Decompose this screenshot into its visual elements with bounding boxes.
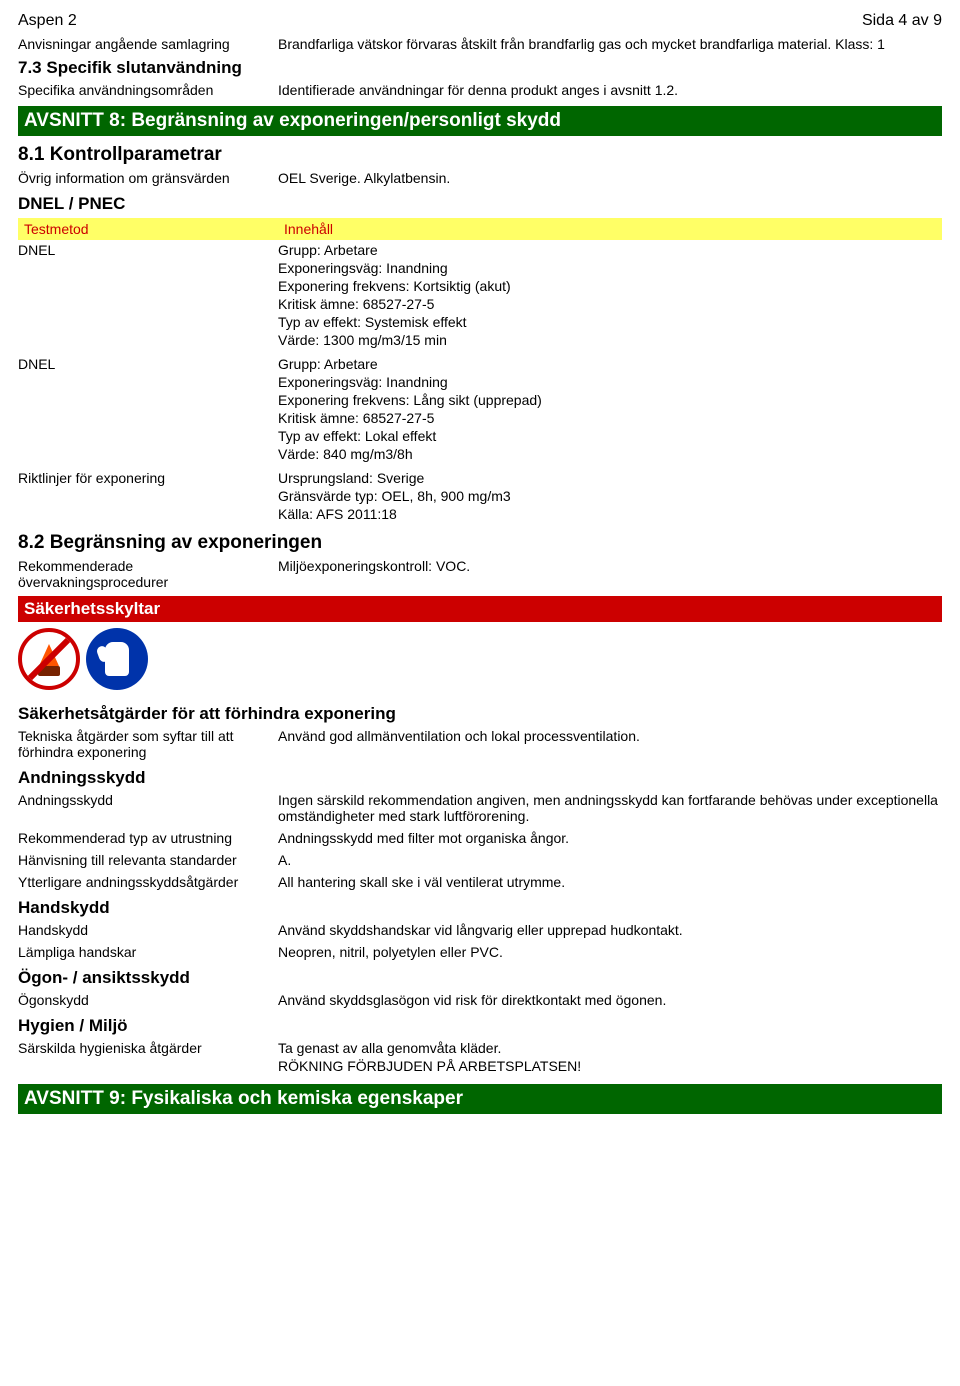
sec-8-2-heading: 8.2 Begränsning av exponeringen: [18, 532, 942, 554]
respiratory-row-2: Rekommenderad typ av utrustning Andnings…: [18, 830, 942, 846]
respiratory-1-label: Andningsskydd: [18, 792, 278, 824]
dnel-1-line: Kritisk ämne: 68527-27-5: [278, 296, 942, 312]
respiratory-row-1: Andningsskydd Ingen särskild rekommendat…: [18, 792, 942, 824]
limits-value: OEL Sverige. Alkylatbensin.: [278, 170, 942, 186]
monitoring-value: Miljöexponeringskontroll: VOC.: [278, 558, 942, 590]
testmethod-label: Testmetod: [24, 221, 284, 237]
dnel-row-2: DNEL Grupp: Arbetare Exponeringsväg: Ina…: [18, 356, 942, 464]
dnel-pnec-heading: DNEL / PNEC: [18, 194, 942, 214]
dnel-1-value: Grupp: Arbetare Exponeringsväg: Inandnin…: [278, 242, 942, 350]
sec-7-3-heading: 7.3 Specifik slutanvändning: [18, 58, 942, 78]
section-8-banner: AVSNITT 8: Begränsning av exponeringen/p…: [18, 106, 942, 136]
hygiene-value: Ta genast av alla genomvåta kläder. RÖKN…: [278, 1040, 942, 1076]
hands-heading: Handskydd: [18, 898, 942, 918]
dnel-1-label: DNEL: [18, 242, 278, 350]
guidelines-value: Ursprungsland: Sverige Gränsvärde typ: O…: [278, 470, 942, 524]
monitoring-label: Rekommenderade övervakningsprocedurer: [18, 558, 278, 590]
hands-1-value: Använd skyddshandskar vid långvarig elle…: [278, 922, 942, 938]
dnel-2-line: Typ av effekt: Lokal effekt: [278, 428, 942, 444]
hygiene-line: Ta genast av alla genomvåta kläder.: [278, 1040, 942, 1056]
sec-7-3-row: Specifika användningsområden Identifiera…: [18, 82, 942, 98]
storage-label: Anvisningar angående samlagring: [18, 36, 278, 52]
sec-7-3-value: Identifierade användningar för denna pro…: [278, 82, 942, 98]
dnel-2-label: DNEL: [18, 356, 278, 464]
respiratory-3-value: A.: [278, 852, 942, 868]
respiratory-2-label: Rekommenderad typ av utrustning: [18, 830, 278, 846]
product-name: Aspen 2: [18, 12, 77, 30]
prevent-heading: Säkerhetsåtgärder för att förhindra expo…: [18, 704, 942, 724]
hands-2-label: Lämpliga handskar: [18, 944, 278, 960]
monitoring-row: Rekommenderade övervakningsprocedurer Mi…: [18, 558, 942, 590]
page-root: Aspen 2 Sida 4 av 9 Anvisningar angående…: [0, 0, 960, 1152]
storage-row: Anvisningar angående samlagring Brandfar…: [18, 36, 942, 52]
respiratory-heading: Andningsskydd: [18, 768, 942, 788]
limits-label: Övrig information om gränsvärden: [18, 170, 278, 186]
guidelines-label: Riktlinjer för exponering: [18, 470, 278, 524]
testmethod-header-row: Testmetod Innehåll: [18, 218, 942, 240]
eyes-value: Använd skyddsglasögon vid risk för direk…: [278, 992, 942, 1008]
dnel-2-value: Grupp: Arbetare Exponeringsväg: Inandnin…: [278, 356, 942, 464]
respiratory-row-4: Ytterligare andningsskyddsåtgärder All h…: [18, 874, 942, 890]
page-header: Aspen 2 Sida 4 av 9: [18, 12, 942, 30]
hands-2-value: Neopren, nitril, polyetylen eller PVC.: [278, 944, 942, 960]
sec-7-3-label: Specifika användningsområden: [18, 82, 278, 98]
hands-row-2: Lämpliga handskar Neopren, nitril, polye…: [18, 944, 942, 960]
guidelines-line: Ursprungsland: Sverige: [278, 470, 942, 486]
glove-shape-icon: [105, 642, 129, 676]
hygiene-row: Särskilda hygieniska åtgärder Ta genast …: [18, 1040, 942, 1076]
hygiene-heading: Hygien / Miljö: [18, 1016, 942, 1036]
dnel-1-line: Värde: 1300 mg/m3/15 min: [278, 332, 942, 348]
flame-icon: [39, 644, 59, 666]
dnel-2-line: Värde: 840 mg/m3/8h: [278, 446, 942, 462]
guidelines-line: Gränsvärde typ: OEL, 8h, 900 mg/m3: [278, 488, 942, 504]
dnel-2-line: Exponering frekvens: Lång sikt (upprepad…: [278, 392, 942, 408]
safety-icons: [18, 628, 942, 690]
prevent-value: Använd god allmänventilation och lokal p…: [278, 728, 942, 760]
eyes-heading: Ögon- / ansiktsskydd: [18, 968, 942, 988]
dnel-2-line: Grupp: Arbetare: [278, 356, 942, 372]
page-indicator: Sida 4 av 9: [862, 12, 942, 30]
respiratory-3-label: Hänvisning till relevanta standarder: [18, 852, 278, 868]
guidelines-row: Riktlinjer för exponering Ursprungsland:…: [18, 470, 942, 524]
dnel-row-1: DNEL Grupp: Arbetare Exponeringsväg: Ina…: [18, 242, 942, 350]
hygiene-line: RÖKNING FÖRBJUDEN PÅ ARBETSPLATSEN!: [278, 1058, 942, 1074]
testmethod-value-label: Innehåll: [284, 221, 333, 237]
section-9-banner: AVSNITT 9: Fysikaliska och kemiska egens…: [18, 1084, 942, 1114]
respiratory-4-value: All hantering skall ske i väl ventilerat…: [278, 874, 942, 890]
dnel-1-line: Exponeringsväg: Inandning: [278, 260, 942, 276]
safety-signs-banner: Säkerhetsskyltar: [18, 596, 942, 622]
storage-value: Brandfarliga vätskor förvaras åtskilt fr…: [278, 36, 942, 52]
respiratory-1-value: Ingen särskild rekommendation angiven, m…: [278, 792, 942, 824]
respiratory-row-3: Hänvisning till relevanta standarder A.: [18, 852, 942, 868]
hands-row-1: Handskydd Använd skyddshandskar vid lång…: [18, 922, 942, 938]
dnel-1-line: Grupp: Arbetare: [278, 242, 942, 258]
eyes-label: Ögonskydd: [18, 992, 278, 1008]
hygiene-label: Särskilda hygieniska åtgärder: [18, 1040, 278, 1076]
gloves-icon: [86, 628, 148, 690]
dnel-2-line: Kritisk ämne: 68527-27-5: [278, 410, 942, 426]
dnel-2-line: Exponeringsväg: Inandning: [278, 374, 942, 390]
prevent-label: Tekniska åtgärder som syftar till att fö…: [18, 728, 278, 760]
sec-8-1-heading: 8.1 Kontrollparametrar: [18, 144, 942, 166]
limits-row: Övrig information om gränsvärden OEL Sve…: [18, 170, 942, 186]
hands-1-label: Handskydd: [18, 922, 278, 938]
prevent-row: Tekniska åtgärder som syftar till att fö…: [18, 728, 942, 760]
guidelines-line: Källa: AFS 2011:18: [278, 506, 942, 522]
respiratory-2-value: Andningsskydd med filter mot organiska å…: [278, 830, 942, 846]
respiratory-4-label: Ytterligare andningsskyddsåtgärder: [18, 874, 278, 890]
no-fire-icon: [18, 628, 80, 690]
dnel-1-line: Exponering frekvens: Kortsiktig (akut): [278, 278, 942, 294]
eyes-row: Ögonskydd Använd skyddsglasögon vid risk…: [18, 992, 942, 1008]
dnel-1-line: Typ av effekt: Systemisk effekt: [278, 314, 942, 330]
